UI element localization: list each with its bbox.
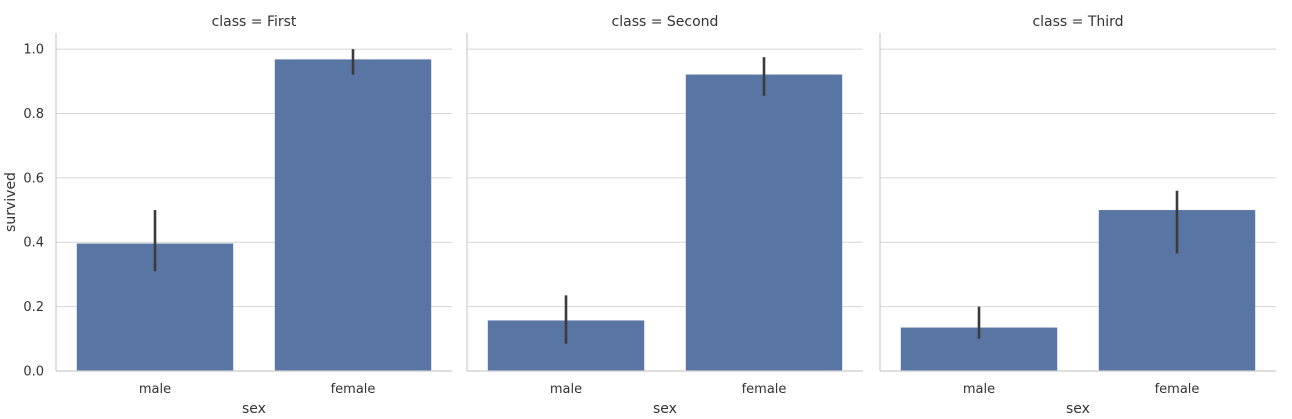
bar-female [685,74,843,372]
bar-female [274,59,432,372]
y-tick-label: 0.4 [23,236,44,251]
y-tick-label: 0.0 [23,365,44,380]
panel-title: class = Second [612,14,719,30]
x-axis-label: sex [242,401,266,417]
x-tick-label: female [1155,382,1200,397]
x-tick-label: male [139,382,171,397]
y-axis-label: survived [3,172,19,232]
x-axis-label: sex [653,401,677,417]
x-tick-label: female [331,382,376,397]
x-axis-label: sex [1066,401,1090,417]
x-tick-label: male [963,382,995,397]
y-tick-label: 0.8 [23,107,44,122]
panel-title: class = First [212,14,297,30]
panel-title: class = Third [1032,14,1123,30]
y-tick-label: 1.0 [23,43,44,58]
y-tick-label: 0.6 [23,171,44,186]
y-tick-label: 0.2 [23,300,44,315]
x-tick-label: male [550,382,582,397]
x-tick-label: female [742,382,787,397]
